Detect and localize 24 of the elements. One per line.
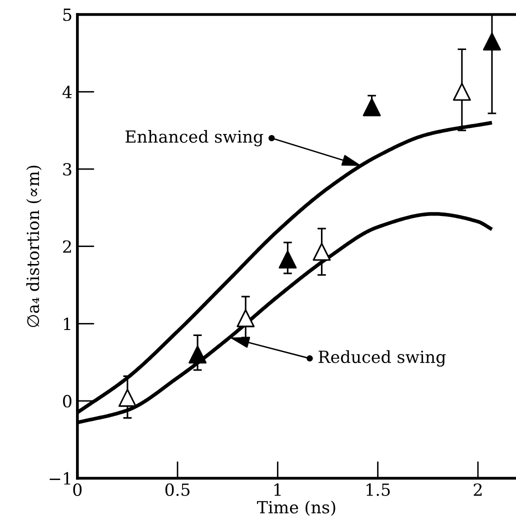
point (362, 98, 381, 116)
x-tick-label: 1 (274, 483, 281, 496)
annotation: Enhanced swing (126, 130, 264, 146)
annotation: Reduced swing (318, 350, 446, 367)
y-tick-label: −1 (50, 472, 70, 485)
y-axis-title: ∅a₄ distortion (∝m) (26, 166, 42, 328)
x-tick-label: 0.5 (165, 483, 190, 496)
y-tick-label: 1 (64, 318, 70, 330)
point (118, 388, 136, 407)
x-tick-label: 2 (474, 483, 482, 496)
x-tick-label: 0 (73, 483, 82, 496)
y-tick-label: 2 (63, 240, 71, 253)
x-tick-label: 1.5 (366, 483, 390, 496)
point (452, 82, 471, 101)
y-tick-label: 5 (63, 8, 72, 22)
point (236, 309, 255, 328)
point (278, 250, 297, 268)
y-tick-label: 0 (63, 394, 72, 408)
point (482, 32, 501, 51)
y-tick-label: 4 (62, 86, 72, 98)
point (312, 242, 331, 261)
x-axis-title: Time (ns) (257, 500, 336, 516)
point (188, 346, 207, 364)
y-tick-label: 3 (63, 163, 72, 176)
